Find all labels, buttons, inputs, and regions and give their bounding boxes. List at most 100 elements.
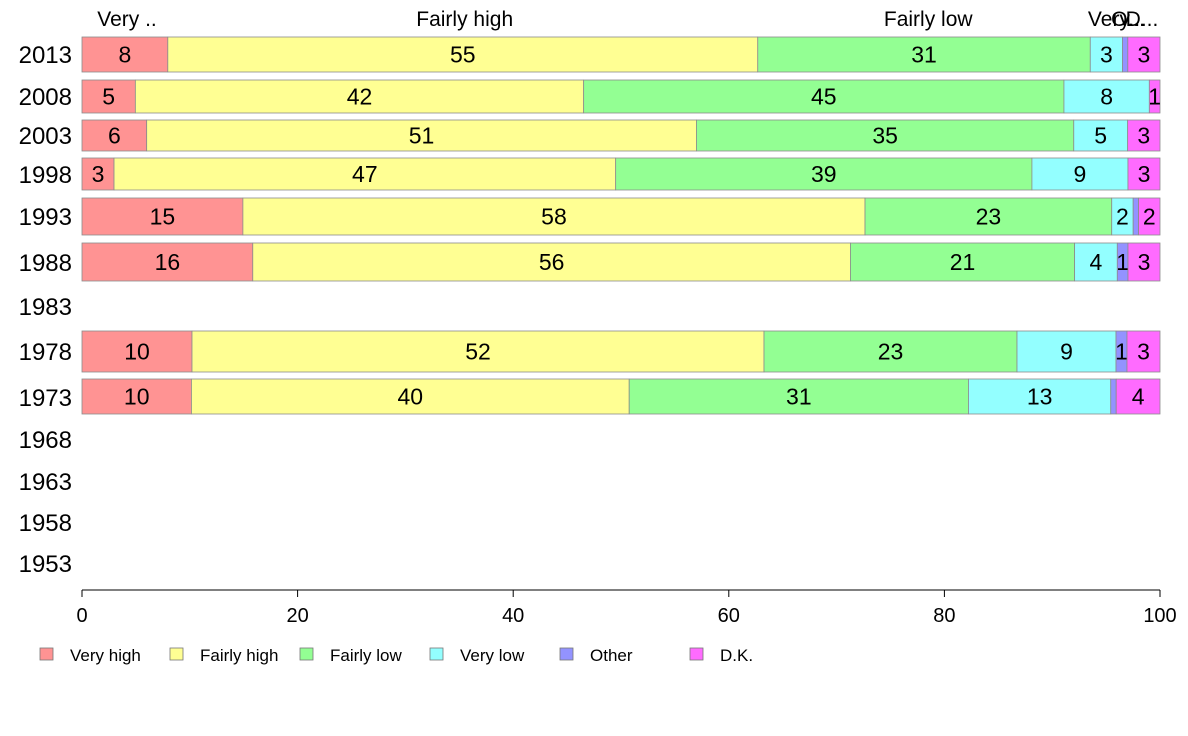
value-label-2013-3: 3 (1100, 42, 1113, 68)
year-label-1993: 1993 (19, 204, 72, 231)
year-label-2013: 2013 (19, 42, 72, 69)
value-label-2008-2: 45 (811, 84, 837, 110)
legend-label-4: Other (590, 646, 633, 665)
value-label-2003-2: 35 (872, 123, 898, 149)
year-label-1953: 1953 (19, 551, 72, 578)
year-label-2003: 2003 (19, 123, 72, 150)
value-label-1988-2: 21 (950, 249, 976, 275)
legend-swatch-2 (299, 647, 314, 661)
value-label-2003-3: 5 (1094, 123, 1107, 149)
x-tick-label-100: 100 (1143, 605, 1176, 627)
legend-label-1: Fairly high (200, 646, 278, 665)
value-label-1988-3: 4 (1090, 249, 1103, 275)
value-label-1988-1: 56 (539, 249, 565, 275)
bar-1973-d-k- (1115, 378, 1161, 415)
value-label-1993-5: 2 (1143, 204, 1156, 230)
bar-1988-fairly-low (850, 242, 1076, 282)
top-label-3: Very.. (1088, 8, 1140, 31)
x-tick-label-40: 40 (502, 605, 524, 627)
bar-1973-fairly-low (628, 378, 969, 415)
value-label-2003-0: 6 (108, 123, 121, 149)
bar-1993-d-k- (1138, 197, 1161, 236)
bar-2008-very-high (81, 79, 136, 114)
bar-2013-d-k- (1127, 36, 1161, 73)
value-label-1998-1: 47 (352, 161, 378, 187)
legend-label-3: Very low (460, 646, 525, 665)
value-label-1978-3: 9 (1060, 339, 1073, 365)
bar-1998-very-low (1031, 157, 1129, 191)
bar-2003-fairly-high (146, 119, 697, 152)
year-label-1973: 1973 (19, 385, 72, 412)
value-label-2013-2: 31 (911, 42, 937, 68)
bar-1993-very-high (81, 197, 244, 236)
value-label-2013-0: 8 (119, 42, 132, 68)
year-label-1988: 1988 (19, 250, 72, 277)
bar-2013-very-low (1089, 36, 1123, 73)
bar-2008-fairly-high (134, 79, 585, 114)
value-label-2008-0: 5 (102, 84, 115, 110)
bar-1973-very-low (968, 378, 1112, 415)
bar-1973-other (1110, 378, 1117, 415)
value-label-1993-0: 15 (150, 204, 176, 230)
bar-1973-fairly-high (191, 378, 630, 415)
year-label-1968: 1968 (19, 427, 72, 454)
bar-1988-d-k- (1127, 242, 1161, 282)
value-label-1978-2: 23 (878, 339, 904, 365)
legend-label-5: D.K. (720, 646, 753, 665)
bar-2008-fairly-low (583, 79, 1065, 114)
bar-1988-very-low (1074, 242, 1118, 282)
value-label-1988-0: 16 (155, 249, 181, 275)
bar-1998-d-k- (1127, 157, 1161, 191)
bar-2008-d-k- (1148, 79, 1161, 114)
bar-1998-very-high (81, 157, 115, 191)
top-label-4: O... (1111, 8, 1145, 31)
legend-swatch-4 (559, 647, 574, 661)
bar-2008-very-low (1063, 79, 1150, 114)
year-label-2008: 2008 (19, 84, 72, 111)
value-label-1993-3: 2 (1116, 204, 1129, 230)
legend-swatch-1 (169, 647, 184, 661)
value-label-1998-3: 9 (1074, 161, 1087, 187)
bar-1998-fairly-low (615, 157, 1033, 191)
x-tick-label-80: 80 (933, 605, 955, 627)
year-label-1963: 1963 (19, 469, 72, 496)
value-label-2003-5: 3 (1137, 123, 1150, 149)
legend: Very high Fairly high Fairly low Very low Ot… (39, 646, 753, 665)
value-label-1973-2: 31 (786, 384, 812, 410)
legend-swatch-5 (689, 647, 704, 661)
value-label-2013-5: 3 (1138, 42, 1151, 68)
value-label-2008-1: 42 (347, 84, 373, 110)
bar-2013-very-high (81, 36, 169, 73)
bar-1978-fairly-high (191, 330, 765, 373)
value-label-2013-1: 55 (450, 42, 476, 68)
value-label-2008-3: 8 (1100, 84, 1113, 110)
value-label-1993-2: 23 (976, 204, 1002, 230)
bar-1978-fairly-low (763, 330, 1018, 373)
year-labels: 2013 2008 2003 1998 1993 1988 1983 1978 1973 1968… (19, 42, 72, 578)
bar-1978-d-k- (1126, 330, 1161, 373)
bar-1988-very-high (81, 242, 254, 282)
value-label-1988-4: 1 (1116, 249, 1129, 275)
bar-1993-fairly-high (242, 197, 866, 236)
value-label-1978-0: 10 (124, 339, 150, 365)
year-label-1998: 1998 (19, 162, 72, 189)
value-label-1998-2: 39 (811, 161, 837, 187)
value-label-1973-5: 4 (1132, 384, 1145, 410)
bar-2003-d-k- (1127, 119, 1161, 152)
x-tick-label-20: 20 (286, 605, 308, 627)
year-label-1983: 1983 (19, 294, 72, 321)
legend-swatch-3 (429, 647, 444, 661)
bar-2003-very-low (1073, 119, 1129, 152)
top-label-2: Fairly low (884, 8, 974, 31)
legend-label-2: Fairly low (330, 646, 403, 665)
top-labels: Very .. Fairly high Fairly low Very..O...D.… (97, 8, 1158, 31)
value-label-1973-1: 40 (398, 384, 424, 410)
value-label-1998-0: 3 (92, 161, 105, 187)
bar-2013-other (1122, 36, 1129, 73)
value-label-1993-1: 58 (541, 204, 567, 230)
bar-2013-fairly-low (757, 36, 1091, 73)
legend-label-0: Very high (70, 646, 141, 665)
x-axis: 0 20 40 60 80 100 (76, 589, 1177, 627)
bars: 8 55 31 3 35 42 45 8 16 51 35 5 33 47 39 9 315 58 23 2 216 56… (81, 36, 1161, 415)
bar-1988-fairly-high (252, 242, 851, 282)
